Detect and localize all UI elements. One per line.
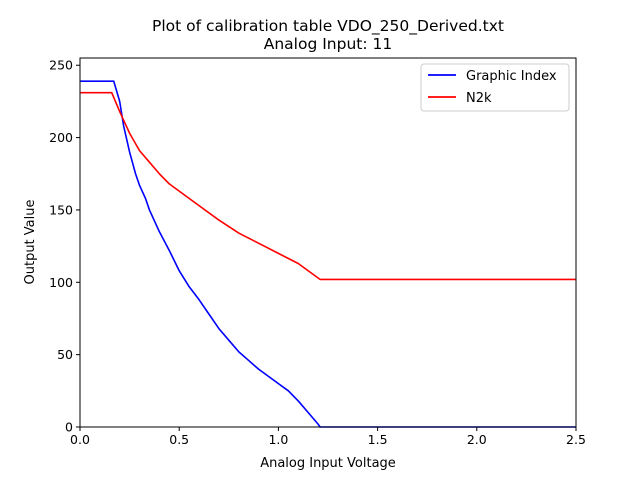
x-tick-label: 1.0 — [268, 432, 288, 447]
legend-label-n2k: N2k — [466, 91, 492, 106]
y-tick-label: 150 — [49, 202, 73, 217]
y-tick-label: 200 — [49, 130, 73, 145]
x-tick-label: 0.0 — [70, 432, 90, 447]
ticks-layer: 0.0 0.5 1.0 1.5 2.0 2.5 0 50 100 150 200 250 — [49, 58, 586, 447]
x-tick-label: 2.5 — [566, 432, 586, 447]
y-tick-label: 250 — [49, 58, 73, 73]
y-axis-label: Output Value — [23, 200, 38, 285]
series-layer — [80, 80, 576, 428]
x-axis-label: Analog Input Voltage — [260, 456, 396, 471]
series-line-n2k — [80, 91, 576, 281]
x-tick-label: 0.5 — [169, 432, 189, 447]
x-tick-label: 2.0 — [467, 432, 487, 447]
series-line-graphic-index — [80, 80, 576, 428]
x-tick-label: 1.5 — [368, 432, 388, 447]
y-tick-label: 0 — [65, 420, 73, 435]
legend-label-graphic-index: Graphic Index — [466, 69, 557, 84]
chart-title: Plot of calibration table VDO_250_Derive… — [152, 17, 504, 36]
legend-box — [420, 63, 570, 112]
plot-area — [79, 57, 577, 428]
y-tick-label: 100 — [49, 275, 73, 290]
chart-subtitle: Analog Input: 11 — [264, 35, 393, 53]
y-tick-label: 50 — [57, 347, 73, 362]
legend: Graphic Index N2k — [420, 63, 570, 112]
